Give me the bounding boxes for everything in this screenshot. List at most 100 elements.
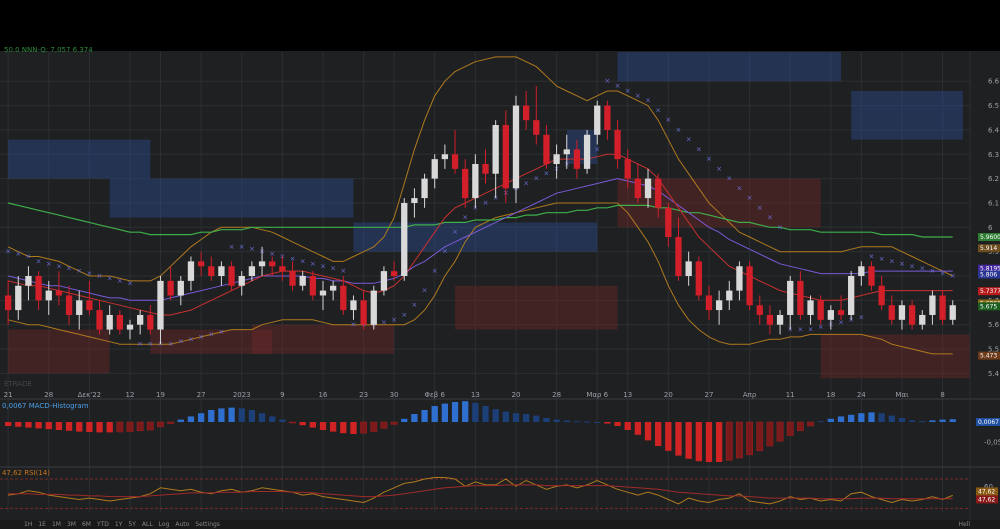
macd-bar-91 — [929, 420, 936, 422]
toolbar-item-5[interactable]: YTD — [96, 521, 109, 528]
psar-mark-51: × — [523, 179, 529, 187]
candle-body-35 — [360, 300, 367, 325]
macd-bar-88 — [898, 418, 906, 422]
macd-bar-17 — [177, 419, 184, 422]
psar-mark-12: × — [127, 279, 133, 287]
psar-mark-31: × — [320, 262, 326, 270]
psar-mark-11: × — [117, 277, 123, 285]
price-tag-0: 5.9600 — [980, 234, 1000, 241]
psar-mark-75: × — [767, 214, 773, 222]
x-tick-22: 24 — [857, 391, 866, 399]
toolbar-item-2[interactable]: 1Μ — [51, 521, 61, 528]
psar-mark-86: × — [879, 255, 885, 263]
x-tick-10: 30 — [390, 391, 399, 399]
toolbar-item-0[interactable]: 1Η — [24, 521, 33, 528]
toolbar-item-9[interactable]: Log — [158, 521, 170, 528]
candle-body-27 — [279, 266, 286, 272]
candle-body-93 — [949, 305, 956, 320]
candle-body-91 — [929, 295, 936, 315]
candle-body-80 — [817, 300, 824, 320]
psar-mark-45: × — [462, 214, 468, 222]
psar-mark-92: × — [940, 270, 946, 278]
candle-body-20 — [208, 266, 215, 276]
candle-body-9 — [96, 310, 103, 330]
candle-body-77 — [787, 280, 794, 315]
x-tick-11: Φεβ 6 — [424, 391, 445, 399]
bottom-toolbar: 1Η 1Ε 1Μ 3Μ 6Μ YTD 1Υ 5Υ ALL Log Auto Se… — [0, 520, 1000, 529]
price-tick-5: 6.1 — [988, 199, 999, 207]
macd-bar-81 — [827, 418, 834, 422]
candle-body-25 — [258, 261, 266, 267]
macd-bar-42 — [431, 406, 438, 422]
x-tick-6: 2023 — [233, 391, 251, 399]
macd-bar-56 — [573, 421, 581, 423]
psar-mark-24: × — [249, 245, 255, 253]
macd-bar-85 — [868, 412, 875, 422]
price-tick-0: 6.6 — [988, 78, 1000, 86]
candle-body-56 — [573, 149, 581, 169]
candle-body-29 — [299, 276, 306, 286]
candle-body-92 — [939, 295, 946, 320]
macd-bar-29 — [299, 422, 306, 426]
macd-bar-37 — [380, 421, 388, 429]
bollinger-upper — [7, 56, 953, 282]
psar-mark-84: × — [858, 313, 864, 321]
toolbar-item-11[interactable]: Settings — [195, 521, 220, 528]
macd-bar-58 — [594, 422, 601, 423]
rsi-title: 47,62 RSI(14) — [2, 469, 50, 477]
macd-bar-66 — [675, 422, 682, 456]
macd-bar-83 — [848, 414, 855, 422]
zone-0 — [8, 139, 151, 179]
toolbar-item-6[interactable]: 1Υ — [114, 521, 123, 528]
macd-bar-71 — [725, 421, 733, 461]
psar-mark-4: × — [46, 260, 52, 268]
candle-body-65 — [665, 207, 672, 238]
psar-mark-37: × — [381, 318, 387, 326]
macd-bar-59 — [604, 422, 611, 424]
x-tick-23: Μαι — [895, 391, 909, 399]
macd-bar-26 — [269, 416, 276, 422]
toolbar-right-label[interactable]: Hell — [958, 521, 970, 528]
toolbar-item-3[interactable]: 3Μ — [66, 521, 76, 528]
macd-bar-76 — [776, 421, 784, 442]
price-tick-6: 6 — [988, 224, 993, 232]
macd-bar-15 — [157, 421, 164, 428]
macd-bar-9 — [96, 422, 103, 433]
psar-mark-78: × — [797, 326, 803, 334]
macd-bar-45 — [462, 401, 469, 422]
toolbar-item-10[interactable]: Auto — [175, 521, 190, 528]
price-tick-4: 6.2 — [988, 175, 999, 183]
zone-1 — [109, 178, 354, 218]
psar-mark-72: × — [736, 184, 742, 192]
candle-body-6 — [65, 295, 73, 315]
psar-mark-73: × — [747, 194, 753, 202]
candle-body-26 — [269, 261, 276, 267]
watermark: ETRADE — [4, 380, 32, 388]
psar-mark-70: × — [716, 165, 722, 173]
candle-body-8 — [86, 300, 93, 311]
psar-mark-88: × — [899, 260, 905, 268]
candle-body-41 — [421, 178, 428, 199]
psar-mark-33: × — [340, 267, 346, 275]
macd-bar-30 — [309, 422, 316, 428]
macd-bar-3 — [35, 422, 42, 429]
toolbar-item-1[interactable]: 1Ε — [38, 521, 46, 528]
macd-bar-69 — [705, 422, 713, 462]
toolbar-item-8[interactable]: ALL — [141, 521, 153, 528]
macd-bar-33 — [340, 422, 347, 434]
psar-mark-16: × — [168, 340, 174, 348]
x-tick-12: 13 — [471, 391, 480, 399]
candle-body-47 — [482, 164, 489, 174]
psar-mark-65: × — [665, 116, 671, 124]
x-tick-16: 13 — [623, 391, 632, 399]
candle-body-2 — [25, 276, 32, 286]
toolbar-item-4[interactable]: 6Μ — [81, 521, 91, 528]
toolbar-item-7[interactable]: 5Υ — [128, 521, 136, 528]
rsi-last-tag-1: 47,62 — [978, 496, 995, 503]
macd-bar-65 — [665, 422, 672, 451]
rsi-signal-line — [8, 484, 953, 500]
candle-body-44 — [451, 154, 459, 169]
psar-mark-89: × — [909, 262, 915, 270]
candle-body-4 — [45, 290, 52, 301]
